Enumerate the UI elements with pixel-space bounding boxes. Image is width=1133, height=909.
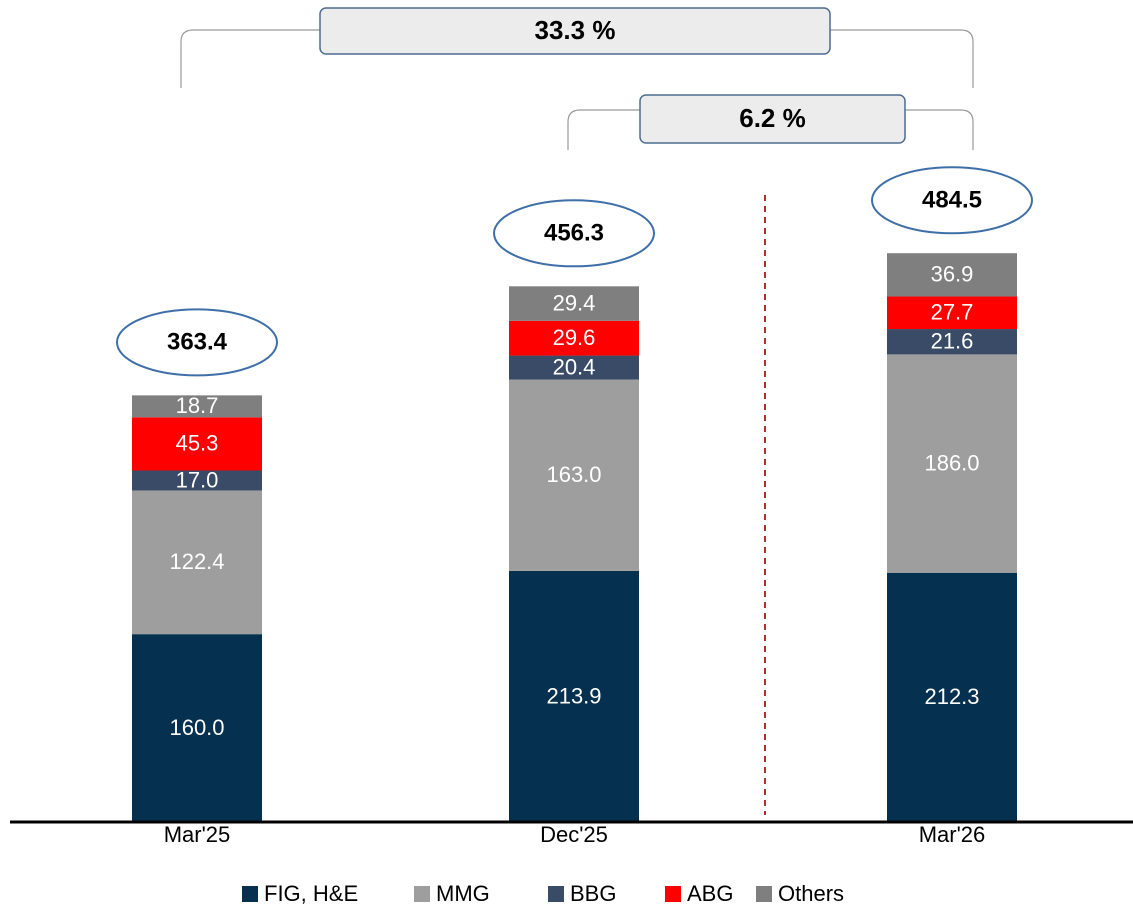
bar-segment	[887, 354, 1017, 573]
total-label: 484.5	[922, 187, 982, 214]
total-bubble	[493, 199, 655, 268]
value-label: 29.6	[553, 325, 596, 350]
bar-segment	[887, 329, 1017, 355]
total-label: 456.3	[544, 220, 604, 247]
value-label: 21.6	[931, 329, 974, 354]
annotation-box	[319, 7, 831, 55]
legend-label: BBG	[570, 881, 616, 906]
x-tick-label: Mar'25	[164, 822, 231, 847]
bar-segment	[887, 296, 1017, 330]
legend-swatch	[242, 886, 258, 902]
legend-swatch	[414, 886, 430, 902]
value-label: 18.7	[176, 393, 219, 418]
value-label: 160.0	[169, 715, 224, 740]
annotation: 6.2 %	[739, 103, 806, 133]
bar-segment	[132, 490, 262, 635]
bar-segment	[509, 379, 639, 571]
total-bubble	[116, 308, 278, 377]
total-label: 363.4	[167, 329, 228, 356]
legend-label: MMG	[436, 881, 490, 906]
total-bubble	[871, 166, 1033, 235]
value-label: 36.9	[931, 262, 974, 287]
bar-segment	[509, 355, 639, 380]
value-label: 20.4	[553, 354, 596, 379]
x-tick-label: Dec'25	[540, 822, 608, 847]
bar-segment	[887, 253, 1017, 297]
legend-label: ABG	[687, 881, 733, 906]
value-label: 213.9	[546, 683, 601, 708]
bar-segment	[132, 470, 262, 491]
value-label: 17.0	[176, 467, 219, 492]
legend-swatch	[665, 886, 681, 902]
annotation-box	[639, 94, 906, 144]
annotation: 33.3 %	[535, 15, 616, 45]
value-label: 45.3	[176, 431, 219, 456]
bar-segment	[509, 570, 639, 822]
value-label: 27.7	[931, 300, 974, 325]
bar-segment	[887, 572, 1017, 822]
value-label: 122.4	[169, 549, 224, 574]
bar-segment	[509, 320, 639, 356]
value-label: 186.0	[924, 450, 979, 475]
bar-segment	[132, 634, 262, 822]
legend-swatch	[548, 886, 564, 902]
legend-swatch	[756, 886, 772, 902]
value-label: 163.0	[546, 462, 601, 487]
value-label: 29.4	[553, 290, 596, 315]
legend-label: FIG, H&E	[264, 881, 358, 906]
legend-label: Others	[778, 881, 844, 906]
bar-segment	[509, 286, 639, 321]
value-label: 212.3	[924, 684, 979, 709]
bar-segment	[132, 417, 262, 471]
bar-segment	[132, 395, 262, 418]
x-tick-label: Mar'26	[919, 822, 986, 847]
